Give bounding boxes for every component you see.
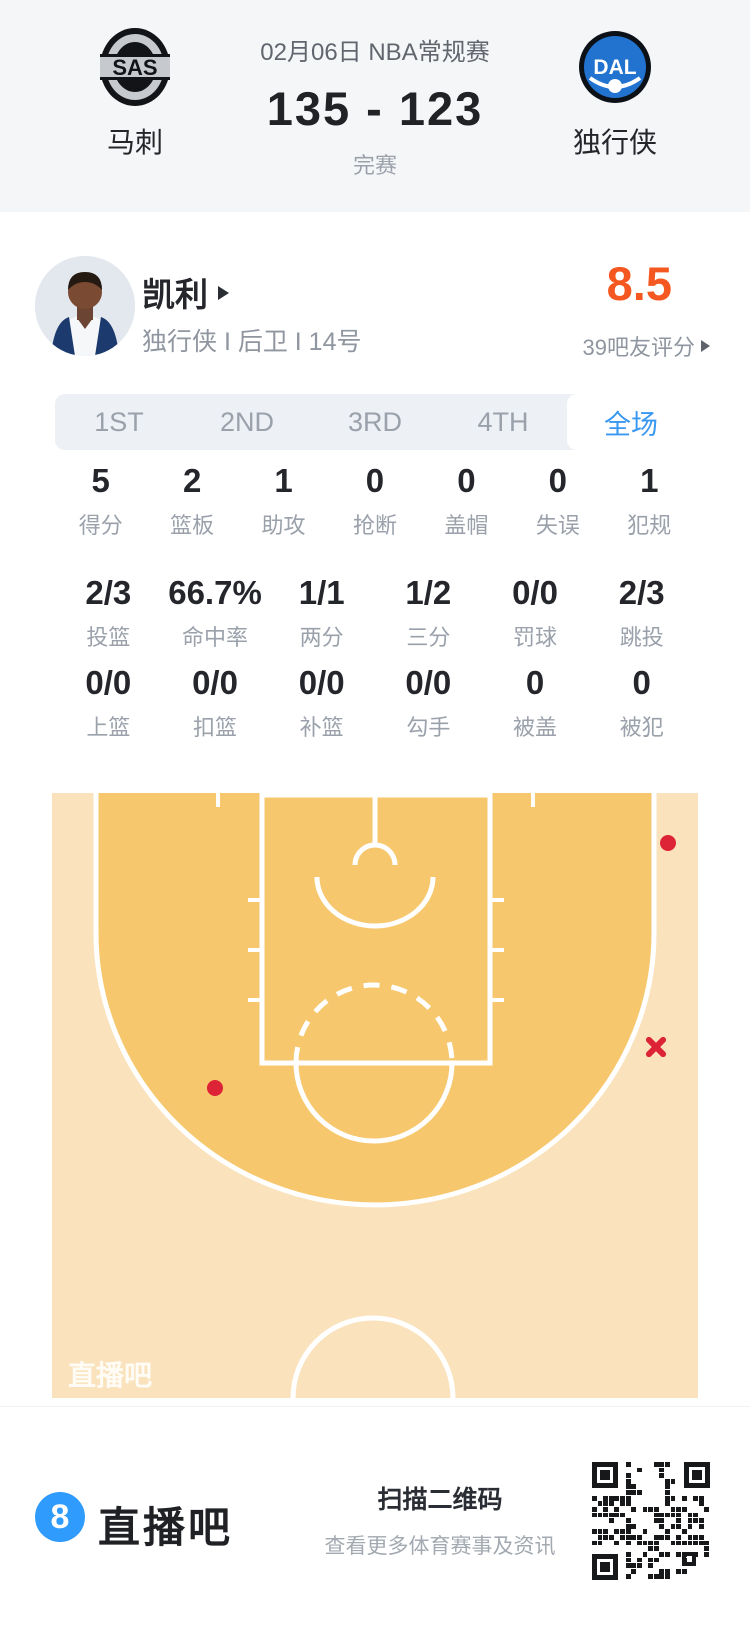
footer-divider — [0, 1406, 750, 1407]
rating-note: 39吧友评分 — [582, 335, 695, 360]
stats-row-shooting: 2/3 投篮 66.7% 命中率 1/1 两分 1/2 三分 0/0 罚球 2/… — [55, 574, 695, 652]
game-score: 135 - 123 — [266, 82, 484, 135]
tab-1st[interactable]: 1ST — [94, 406, 144, 437]
stat-turnovers: 0 失误 — [535, 462, 580, 538]
rating-note-row[interactable]: 39吧友评分 — [370, 330, 710, 362]
player-name[interactable]: 凯利 — [142, 276, 208, 313]
shot-chart-court: 直播吧 — [52, 793, 698, 1398]
stat-putbacks: 0/0 补篮 — [298, 664, 345, 740]
qr-title: 扫描二维码 — [377, 1486, 503, 1514]
zhibo8-logo-icon[interactable]: 8 — [35, 1492, 85, 1542]
player-stats-card: 凯利 独行侠 I 后卫 I 14号 8.5 39吧友评分 1ST 2ND 3RD… — [0, 212, 750, 1629]
away-team-logo-icon: DAL — [578, 26, 652, 113]
made-shot-marker — [660, 835, 676, 851]
stat-points: 5 得分 — [78, 462, 123, 538]
stat-rebounds: 2 篮板 — [170, 462, 215, 538]
stat-fg: 2/3 投篮 — [85, 574, 132, 650]
qr-finder-icon — [684, 1462, 710, 1488]
stat-hooks: 0/0 勾手 — [405, 664, 452, 740]
tab-3rd[interactable]: 3RD — [347, 406, 402, 437]
stat-assists: 1 助攻 — [261, 462, 306, 538]
court-watermark: 直播吧 — [68, 1360, 152, 1391]
game-date: 02月06日 NBA常规赛 — [260, 39, 490, 66]
home-team-name: 马刺 — [106, 127, 163, 158]
stat-2pt: 1/1 两分 — [298, 574, 345, 650]
stat-fouled: 0 被犯 — [619, 664, 664, 740]
shot-marker-layer — [52, 793, 698, 1398]
stats-row-basic: 5 得分 2 篮板 1 助攻 0 抢断 0 盖帽 0 失误 1 犯规 — [55, 462, 695, 540]
rating-caret-icon — [701, 340, 710, 352]
stat-fouls: 1 犯规 — [627, 462, 672, 538]
game-header: SAS 马刺 02月06日 NBA常规赛 135 - 123 完赛 DAL 独行… — [0, 0, 750, 212]
svg-text:SAS: SAS — [112, 55, 157, 80]
tab-4th[interactable]: 4TH — [477, 406, 529, 437]
footer-brand: 直播吧 — [98, 1504, 234, 1551]
qr-finder-icon — [592, 1462, 618, 1488]
home-team-logo-icon: SAS — [98, 26, 172, 113]
away-team-name: 独行侠 — [572, 127, 657, 158]
away-team[interactable]: DAL 独行侠 — [535, 26, 695, 161]
quarter-tabbar: 1ST 2ND 3RD 4TH 全场 — [55, 394, 695, 450]
stat-blocked-against: 0 被盖 — [513, 664, 558, 740]
player-meta: 独行侠 I 后卫 I 14号 — [142, 328, 362, 356]
stat-dunks: 0/0 扣篮 — [192, 664, 238, 740]
stat-ft: 0/0 罚球 — [512, 574, 558, 650]
missed-shot-marker — [643, 1034, 669, 1060]
game-status: 完赛 — [352, 153, 397, 178]
qr-finder-icon — [592, 1554, 618, 1580]
player-rating: 8.5 — [606, 257, 672, 310]
stat-jumpers: 2/3 跳投 — [618, 574, 665, 650]
tab-2nd[interactable]: 2ND — [219, 406, 274, 437]
svg-text:DAL: DAL — [593, 56, 636, 79]
tab-full-game[interactable]: 全场 — [567, 394, 695, 450]
qr-code — [592, 1462, 710, 1580]
qr-subtitle: 查看更多体育赛事及资讯 — [324, 1535, 556, 1558]
stat-blocks: 0 盖帽 — [444, 462, 489, 538]
stat-fg-pct: 66.7% 命中率 — [168, 574, 262, 650]
court-diagram: 直播吧 — [52, 793, 698, 1398]
stat-layups: 0/0 上篮 — [85, 664, 132, 740]
player-avatar[interactable] — [35, 256, 135, 356]
made-shot-marker — [207, 1080, 223, 1096]
home-team[interactable]: SAS 马刺 — [55, 26, 215, 161]
stats-row-shot-types: 0/0 上篮 0/0 扣篮 0/0 补篮 0/0 勾手 0 被盖 0 被犯 — [55, 664, 695, 742]
player-detail-caret-icon[interactable] — [218, 286, 229, 300]
stat-steals: 0 抢断 — [352, 462, 397, 538]
stat-3pt: 1/2 三分 — [405, 574, 452, 650]
